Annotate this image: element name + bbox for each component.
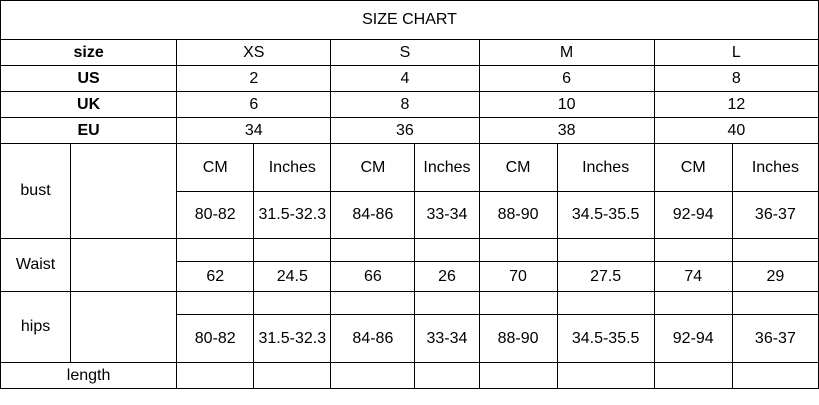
uk-value-m: 10 (478, 91, 655, 118)
hips-value-xs-cm: 80-82 (176, 314, 255, 363)
bust-value-s-cm: 84-86 (330, 191, 416, 239)
length-value-xs-inches (253, 362, 332, 389)
bust-value-m-inches: 34.5-35.5 (556, 191, 655, 239)
waist-value-m-inches: 27.5 (556, 261, 655, 292)
hips-unit-s-cm (330, 291, 416, 315)
hips-value-l-inches: 36-37 (731, 314, 819, 363)
hips-value-l-cm: 92-94 (653, 314, 733, 363)
bust-unit-s-cm: CM (330, 143, 416, 192)
hips-unit-xs-cm (176, 291, 255, 315)
eu-value-s: 36 (330, 117, 480, 144)
waist-value-s-inches: 26 (414, 261, 480, 292)
waist-value-l-cm: 74 (653, 261, 733, 292)
hips-value-m-inches: 34.5-35.5 (556, 314, 655, 363)
table-row-hips-units: hips (0, 291, 819, 363)
hips-unit-xs-inches (253, 291, 332, 315)
uk-value-xs: 6 (176, 91, 332, 118)
hips-value-m-cm: 88-90 (478, 314, 558, 363)
length-value-s-inches (414, 362, 480, 389)
waist-unit-xs-cm (176, 238, 255, 262)
waist-unit-l-cm (653, 238, 733, 262)
row-label-us: US (0, 65, 178, 92)
waist-spacer-cell (70, 238, 178, 292)
bust-value-xs-inches: 31.5-32.3 (253, 191, 332, 239)
row-label-eu: EU (0, 117, 178, 144)
bust-value-m-cm: 88-90 (478, 191, 558, 239)
bust-value-l-cm: 92-94 (653, 191, 733, 239)
row-label-uk: UK (0, 91, 178, 118)
table-row-waist-values: 62 24.5 66 26 70 27.5 74 29 (1, 261, 819, 292)
table-row-size: size XS S M L (0, 39, 819, 66)
row-label-size: size (0, 39, 178, 66)
waist-value-s-cm: 66 (330, 261, 416, 292)
eu-value-xs: 34 (176, 117, 332, 144)
uk-value-l: 12 (653, 91, 819, 118)
bust-value-s-inches: 33-34 (414, 191, 480, 239)
table-row-waist-units: Waist (0, 238, 819, 292)
table-row-length: length (0, 362, 819, 389)
table-row-bust-units: bust CM Inches CM Inches CM Inches CM In… (0, 143, 819, 239)
waist-unit-l-inches (731, 238, 819, 262)
title-row: SIZE CHART (0, 0, 819, 40)
hips-spacer-cell (70, 291, 178, 363)
hips-value-s-cm: 84-86 (330, 314, 416, 363)
hips-unit-m-inches (556, 291, 655, 315)
waist-unit-s-inches (414, 238, 480, 262)
eu-value-m: 38 (478, 117, 655, 144)
us-value-s: 4 (330, 65, 480, 92)
uk-value-s: 8 (330, 91, 480, 118)
waist-value-xs-cm: 62 (176, 261, 255, 292)
row-label-bust: bust (0, 143, 72, 239)
us-value-l: 8 (653, 65, 819, 92)
waist-value-l-inches: 29 (731, 261, 819, 292)
hips-value-xs-inches: 31.5-32.3 (253, 314, 332, 363)
size-value-m: M (478, 39, 655, 66)
us-value-m: 6 (478, 65, 655, 92)
row-label-hips: hips (0, 291, 72, 363)
waist-unit-m-inches (556, 238, 655, 262)
hips-value-s-inches: 33-34 (414, 314, 480, 363)
row-label-waist: Waist (0, 238, 72, 292)
table-row-hips-values: 80-82 31.5-32.3 84-86 33-34 88-90 34.5-3… (1, 314, 819, 363)
waist-value-m-cm: 70 (478, 261, 558, 292)
length-value-m-cm (478, 362, 558, 389)
size-value-s: S (330, 39, 480, 66)
length-value-xs-cm (176, 362, 255, 389)
waist-unit-s-cm (330, 238, 416, 262)
table-row-uk: UK 6 8 10 12 (0, 91, 819, 118)
bust-unit-l-inches: Inches (731, 143, 819, 192)
bust-value-xs-cm: 80-82 (176, 191, 255, 239)
bust-unit-xs-cm: CM (176, 143, 255, 192)
waist-unit-m-cm (478, 238, 558, 262)
table-row-eu: EU 34 36 38 40 (0, 117, 819, 144)
length-value-m-inches (556, 362, 655, 389)
length-value-l-inches (731, 362, 819, 389)
size-value-l: L (653, 39, 819, 66)
size-value-xs: XS (176, 39, 332, 66)
us-value-xs: 2 (176, 65, 332, 92)
waist-value-xs-inches: 24.5 (253, 261, 332, 292)
bust-unit-xs-inches: Inches (253, 143, 332, 192)
bust-spacer-cell (70, 143, 178, 239)
row-label-length: length (0, 362, 178, 389)
eu-value-l: 40 (653, 117, 819, 144)
bust-unit-s-inches: Inches (414, 143, 480, 192)
size-chart-table: SIZE CHART size XS S M L US 2 4 6 8 UK (0, 0, 819, 389)
hips-unit-l-inches (731, 291, 819, 315)
hips-unit-s-inches (414, 291, 480, 315)
waist-unit-xs-inches (253, 238, 332, 262)
table-row-bust-values: 80-82 31.5-32.3 84-86 33-34 88-90 34.5-3… (1, 191, 819, 239)
hips-unit-m-cm (478, 291, 558, 315)
length-value-l-cm (653, 362, 733, 389)
bust-unit-l-cm: CM (653, 143, 733, 192)
table-row-us: US 2 4 6 8 (0, 65, 819, 92)
bust-value-l-inches: 36-37 (731, 191, 819, 239)
bust-unit-m-cm: CM (478, 143, 558, 192)
length-value-s-cm (330, 362, 416, 389)
bust-unit-m-inches: Inches (556, 143, 655, 192)
hips-unit-l-cm (653, 291, 733, 315)
page-title: SIZE CHART (0, 0, 819, 40)
